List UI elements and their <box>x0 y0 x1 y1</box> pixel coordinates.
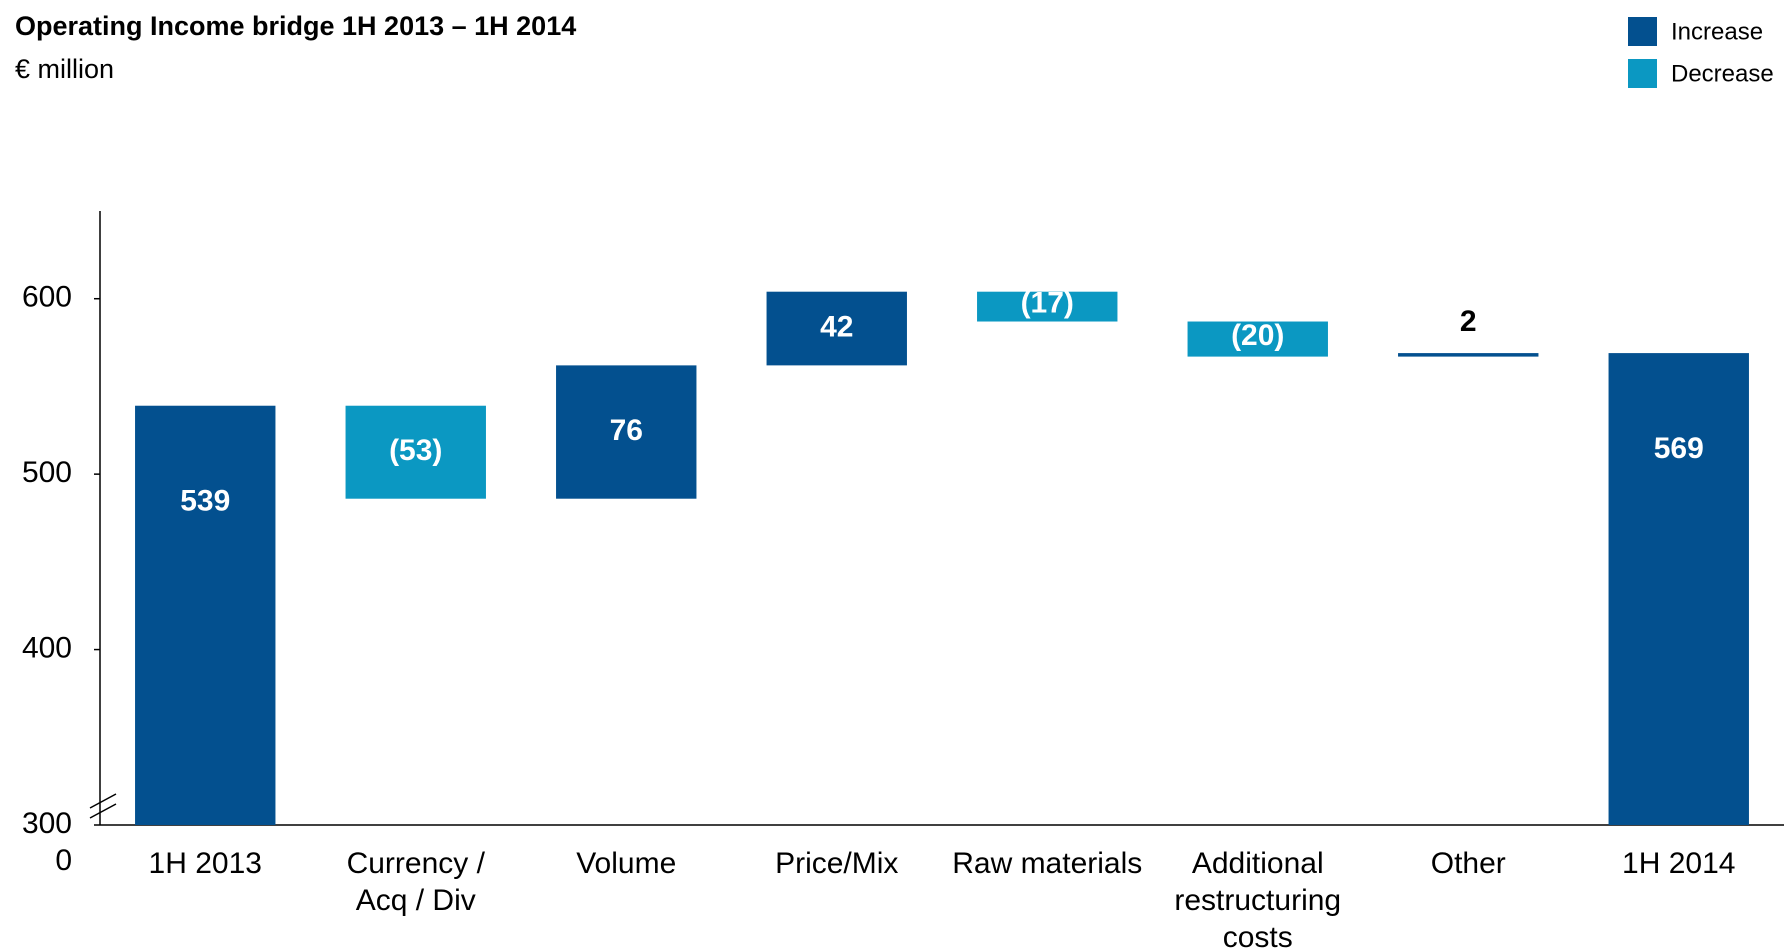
x-tick-label: 1H 2013 <box>148 847 262 880</box>
bar <box>345 405 486 499</box>
bar <box>1608 353 1749 825</box>
value-label: 539 <box>180 485 230 518</box>
x-tick-label: Raw materials <box>952 847 1143 880</box>
y-tick-label: 500 <box>22 456 72 489</box>
legend-swatch <box>1628 17 1657 46</box>
x-tick-label: Additional restructuring costs <box>1174 847 1342 950</box>
x-tick-label: Other <box>1430 847 1506 880</box>
axis-break <box>89 803 117 819</box>
value-label: (20) <box>1231 319 1284 352</box>
bar <box>556 365 697 499</box>
bar <box>766 291 907 366</box>
y-tick-label: 600 <box>22 281 72 314</box>
value-label: 42 <box>820 310 853 343</box>
axis-break <box>89 793 117 809</box>
value-label: 569 <box>1654 432 1704 465</box>
legend-label: Decrease <box>1671 60 1774 87</box>
bar <box>1398 353 1539 357</box>
legend-swatch <box>1628 59 1657 88</box>
value-label: (17) <box>1021 287 1074 320</box>
y-break-label: 0 <box>55 844 72 877</box>
bar <box>135 405 276 825</box>
x-tick-label: Currency / Acq / Div <box>346 847 485 917</box>
value-label: 2 <box>1460 305 1477 338</box>
y-tick-label: 300 <box>22 807 72 840</box>
x-tick-label: Volume <box>576 847 677 880</box>
bar <box>1187 321 1328 357</box>
value-label: 76 <box>610 414 643 447</box>
value-label: (53) <box>389 434 442 467</box>
bar <box>977 291 1118 322</box>
legend-label: Increase <box>1671 18 1763 45</box>
x-tick-label: Price/Mix <box>775 847 899 880</box>
chart-title: Operating Income bridge 1H 2013 – 1H 201… <box>15 11 576 41</box>
y-tick-label: 400 <box>22 631 72 664</box>
chart-subtitle: € million <box>15 54 114 84</box>
x-tick-label: 1H 2014 <box>1622 847 1736 880</box>
